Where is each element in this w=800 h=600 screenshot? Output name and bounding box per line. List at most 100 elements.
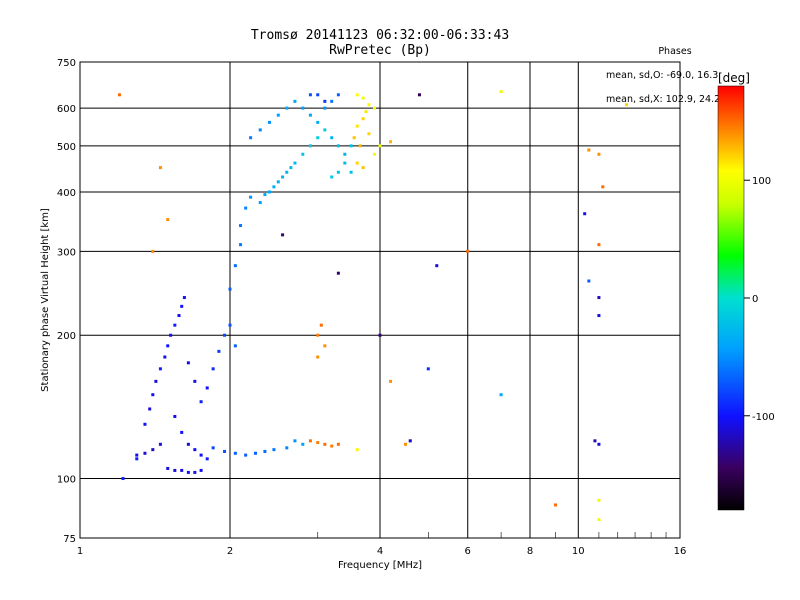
- data-point: [158, 367, 162, 371]
- data-point: [285, 446, 289, 450]
- data-point: [301, 106, 305, 110]
- data-point: [117, 93, 121, 97]
- data-point: [199, 468, 203, 472]
- data-point: [597, 243, 601, 247]
- data-point: [601, 185, 605, 189]
- data-point: [199, 400, 203, 404]
- data-point: [316, 136, 320, 140]
- data-point: [361, 166, 365, 170]
- data-point: [143, 451, 147, 455]
- x-tick-label: 1: [77, 546, 83, 557]
- colorbar-ticks: 100 0 -100: [744, 176, 775, 423]
- data-point: [244, 453, 248, 457]
- y-tick-label: 100: [57, 475, 76, 486]
- plot-frame: [79, 61, 681, 539]
- y-tick-label: 75: [63, 534, 76, 545]
- y-axis-ticks: 75 100 200 300 400 500 600 750: [57, 58, 76, 545]
- data-point: [597, 314, 601, 318]
- colorbar-tick-label: 0: [752, 294, 758, 305]
- y-tick-label: 200: [57, 331, 76, 342]
- data-point: [593, 439, 597, 443]
- x-tick-label: 10: [572, 546, 585, 557]
- data-point: [426, 367, 430, 371]
- data-point: [358, 144, 362, 148]
- data-point: [276, 113, 280, 117]
- data-point: [148, 407, 152, 411]
- data-point: [228, 287, 232, 291]
- data-point: [316, 93, 320, 97]
- data-point: [180, 430, 184, 434]
- data-point: [330, 444, 334, 448]
- data-point: [151, 448, 155, 452]
- data-point: [389, 140, 393, 144]
- data-point: [151, 393, 155, 397]
- data-point: [249, 195, 253, 199]
- data-point: [253, 451, 257, 455]
- data-point: [169, 333, 173, 337]
- data-point: [267, 190, 271, 194]
- data-point: [330, 99, 334, 103]
- data-point: [355, 93, 359, 97]
- y-axis-label: Stationary phase Virtual Height [km]: [40, 208, 51, 392]
- data-point: [186, 442, 190, 446]
- x-tick-label: 16: [674, 546, 687, 557]
- y-tick-label: 750: [57, 58, 76, 69]
- y-tick-label: 500: [57, 142, 76, 153]
- data-point: [135, 457, 139, 461]
- phase-stats-x: mean, sd,X: 102.9, 24.2: [606, 94, 721, 105]
- data-point: [336, 271, 340, 275]
- data-point: [361, 96, 365, 100]
- data-point: [199, 453, 203, 457]
- data-point: [163, 355, 167, 359]
- data-point: [343, 152, 347, 156]
- phase-stats-header: Phases: [658, 46, 692, 57]
- data-point: [308, 93, 312, 97]
- data-point: [364, 110, 368, 114]
- colorbar-label: [deg]: [718, 71, 750, 85]
- data-point: [316, 120, 320, 124]
- data-point: [323, 128, 327, 132]
- x-axis-ticks: 1 2 4 6 8 10 16: [77, 532, 687, 557]
- data-point: [173, 468, 177, 472]
- data-point: [403, 442, 407, 446]
- data-point: [308, 144, 312, 148]
- data-point: [182, 296, 186, 300]
- data-point: [177, 314, 181, 318]
- data-point: [285, 106, 289, 110]
- data-point: [343, 161, 347, 165]
- data-point: [186, 361, 190, 365]
- data-point: [587, 148, 591, 152]
- data-point: [173, 414, 177, 418]
- data-point: [205, 457, 209, 461]
- colorbar-tick-label: 100: [752, 176, 771, 187]
- data-point: [244, 206, 248, 210]
- data-point: [211, 367, 215, 371]
- data-point: [336, 170, 340, 174]
- data-point: [316, 441, 320, 445]
- data-point: [281, 175, 285, 179]
- data-point: [323, 442, 327, 446]
- data-point: [263, 193, 267, 197]
- data-point: [367, 103, 371, 107]
- data-point: [553, 503, 557, 507]
- data-point: [355, 448, 359, 452]
- data-point: [272, 185, 276, 189]
- data-point: [378, 333, 382, 337]
- data-point: [597, 152, 601, 156]
- data-point: [205, 386, 209, 390]
- data-point: [336, 93, 340, 97]
- colorbar: [717, 85, 745, 511]
- data-point: [301, 442, 305, 446]
- data-point: [233, 451, 237, 455]
- data-point: [466, 249, 470, 253]
- data-point: [233, 344, 237, 348]
- data-point: [349, 144, 353, 148]
- data-point: [272, 448, 276, 452]
- data-point: [211, 446, 215, 450]
- x-tick-label: 4: [377, 546, 383, 557]
- data-point: [330, 175, 334, 179]
- data-point: [154, 379, 158, 383]
- data-point: [355, 124, 359, 128]
- x-tick-label: 6: [465, 546, 471, 557]
- data-point: [597, 296, 601, 300]
